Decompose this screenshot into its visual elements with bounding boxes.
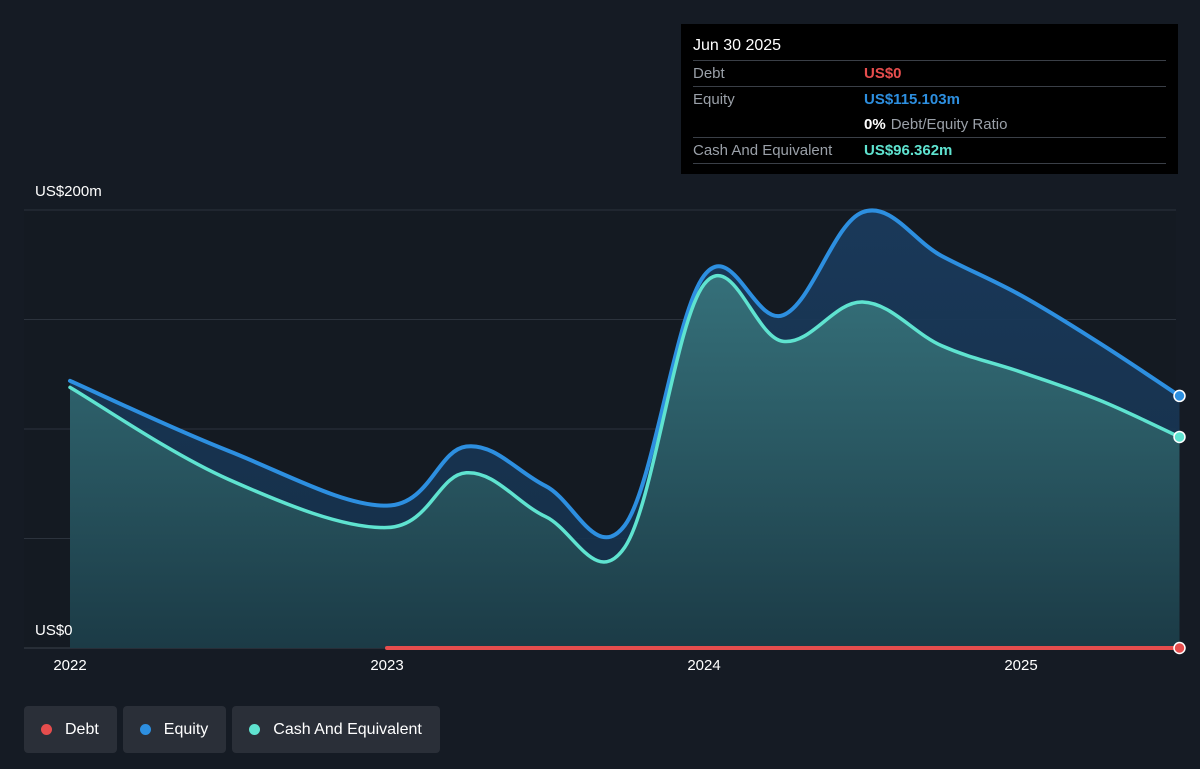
legend-debt-label: Debt [65,720,99,738]
tooltip-cash-label: Cash And Equivalent [693,142,833,159]
tooltip-row-debt: Debt US$0 [693,60,1166,86]
tooltip-equity-value: US$115.103m [864,91,960,108]
tooltip-ratio-label: Debt/Equity Ratio [890,116,1008,133]
tooltip-row-ratio: 0% Debt/Equity Ratio [693,112,1166,137]
legend: Debt Equity Cash And Equivalent [24,706,440,753]
tooltip-ratio-percent: 0% [864,116,886,133]
tooltip: Jun 30 2025 Debt US$0 Equity US$115.103m… [681,24,1178,174]
x-tick-2022: 2022 [53,657,87,674]
tooltip-cash-value: US$96.362m [864,142,953,159]
legend-item-cash[interactable]: Cash And Equivalent [232,706,440,753]
legend-item-equity[interactable]: Equity [122,706,227,753]
cash-end-marker [1173,430,1186,444]
legend-item-debt[interactable]: Debt [24,706,117,753]
debt-end-marker [1173,641,1186,655]
x-tick-2023: 2023 [370,657,404,674]
legend-cash-label: Cash And Equivalent [273,720,422,738]
tooltip-debt-label: Debt [693,65,725,82]
legend-equity-label: Equity [163,720,209,738]
tooltip-equity-label: Equity [693,91,735,108]
equity-end-marker [1173,389,1186,403]
x-tick-2024: 2024 [687,657,721,674]
debt-dot-icon [41,724,52,735]
equity-line [68,208,1182,540]
equity-dot-icon [139,724,151,735]
x-tick-2025: 2025 [1004,657,1038,674]
y-axis-top-label: US$200m [35,183,102,200]
tooltip-row-equity: Equity US$115.103m [693,86,1166,112]
tooltip-date: Jun 30 2025 [693,37,782,54]
tooltip-debt-value: US$0 [864,65,902,82]
cash-area [70,275,1180,648]
cash-line [68,273,1182,564]
tooltip-row-cash: Cash And Equivalent US$96.362m [693,137,1166,164]
cash-dot-icon [249,724,261,735]
y-axis-bottom-label: US$0 [35,622,73,639]
